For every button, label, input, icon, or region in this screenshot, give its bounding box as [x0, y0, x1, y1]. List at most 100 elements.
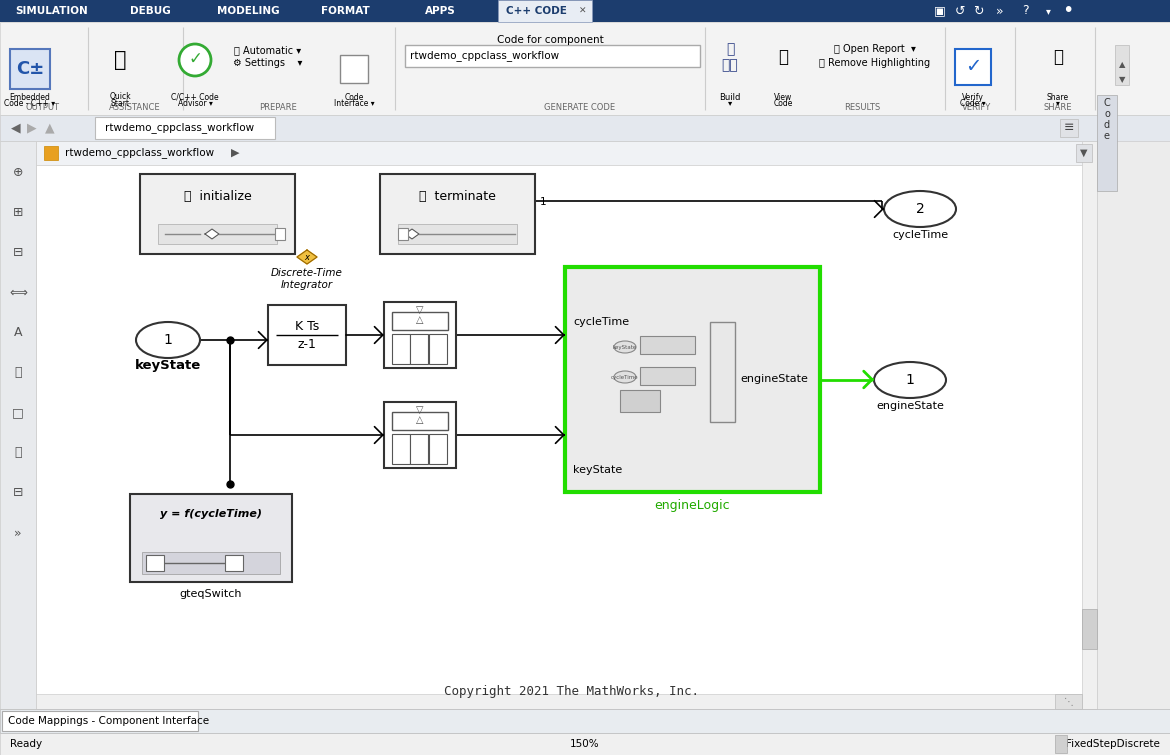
Text: z-1: z-1 — [297, 337, 316, 350]
Text: 2: 2 — [916, 202, 924, 216]
Text: 🔵 Automatic ▾: 🔵 Automatic ▾ — [234, 45, 302, 55]
FancyBboxPatch shape — [565, 267, 820, 492]
Text: 📄 Open Report  ▾: 📄 Open Report ▾ — [834, 44, 916, 54]
FancyBboxPatch shape — [44, 146, 59, 160]
Text: 1: 1 — [164, 333, 172, 347]
FancyBboxPatch shape — [392, 434, 410, 464]
Text: »: » — [996, 5, 1004, 17]
Text: e: e — [1104, 131, 1110, 141]
Text: FORMAT: FORMAT — [321, 6, 370, 16]
Text: ▣: ▣ — [934, 5, 945, 17]
FancyBboxPatch shape — [275, 228, 285, 240]
Text: Start: Start — [110, 98, 130, 107]
Text: Code ▾: Code ▾ — [961, 98, 986, 107]
Text: ⊞: ⊞ — [13, 207, 23, 220]
Text: o: o — [1104, 109, 1110, 119]
FancyBboxPatch shape — [225, 555, 243, 571]
FancyBboxPatch shape — [158, 224, 277, 244]
FancyBboxPatch shape — [0, 141, 36, 709]
Text: rtwdemo_cppclass_workflow: rtwdemo_cppclass_workflow — [66, 147, 214, 159]
Text: rtwdemo_cppclass_workflow: rtwdemo_cppclass_workflow — [410, 51, 559, 61]
Text: ≡: ≡ — [1064, 122, 1074, 134]
FancyBboxPatch shape — [410, 434, 428, 464]
Text: keyState: keyState — [573, 465, 622, 475]
FancyBboxPatch shape — [268, 305, 346, 365]
Text: 🔶 Remove Highlighting: 🔶 Remove Highlighting — [819, 58, 930, 68]
FancyBboxPatch shape — [1060, 119, 1078, 137]
Text: ⊟: ⊟ — [13, 486, 23, 500]
Text: ▶: ▶ — [230, 148, 239, 158]
FancyBboxPatch shape — [140, 174, 295, 254]
FancyBboxPatch shape — [498, 0, 592, 22]
FancyBboxPatch shape — [0, 0, 1170, 22]
FancyBboxPatch shape — [398, 228, 408, 240]
Text: ↻: ↻ — [972, 5, 983, 17]
FancyBboxPatch shape — [0, 733, 1170, 755]
Text: ▾: ▾ — [1057, 98, 1060, 107]
Text: C±: C± — [16, 60, 44, 78]
Text: 📷: 📷 — [14, 446, 22, 460]
Text: Advisor ▾: Advisor ▾ — [178, 98, 213, 107]
Text: ▽: ▽ — [417, 305, 424, 315]
Text: ⟺: ⟺ — [9, 286, 27, 300]
Ellipse shape — [614, 341, 636, 353]
Text: ⚙ Settings    ▾: ⚙ Settings ▾ — [233, 58, 303, 68]
Text: A: A — [14, 326, 22, 340]
Text: ?: ? — [1021, 5, 1028, 17]
Text: Embedded: Embedded — [9, 93, 50, 101]
Ellipse shape — [874, 362, 947, 398]
FancyBboxPatch shape — [1076, 144, 1092, 162]
Text: gteqSwitch: gteqSwitch — [180, 589, 242, 599]
Text: 1: 1 — [906, 373, 915, 387]
Text: 📄: 📄 — [14, 366, 22, 380]
Text: engineState: engineState — [876, 401, 944, 411]
Text: engineState: engineState — [739, 374, 807, 384]
Text: ↺: ↺ — [955, 5, 965, 17]
Ellipse shape — [614, 371, 636, 383]
Text: engineLogic: engineLogic — [655, 500, 730, 513]
Text: APPS: APPS — [425, 6, 455, 16]
FancyBboxPatch shape — [340, 55, 369, 83]
Polygon shape — [205, 229, 219, 239]
FancyBboxPatch shape — [392, 412, 448, 430]
FancyBboxPatch shape — [1082, 141, 1097, 709]
Text: Ready: Ready — [11, 739, 42, 749]
FancyBboxPatch shape — [384, 302, 456, 368]
Text: View: View — [773, 93, 792, 101]
Text: Integrator: Integrator — [281, 280, 333, 290]
FancyBboxPatch shape — [405, 45, 700, 67]
Circle shape — [179, 44, 211, 76]
Text: ⓘ  terminate: ⓘ terminate — [419, 190, 496, 202]
Text: Code: Code — [344, 93, 364, 101]
Text: ◀: ◀ — [12, 122, 21, 134]
FancyBboxPatch shape — [710, 322, 735, 422]
Text: C: C — [1103, 98, 1110, 108]
Ellipse shape — [136, 322, 200, 358]
FancyBboxPatch shape — [410, 334, 428, 364]
FancyBboxPatch shape — [1097, 95, 1117, 191]
FancyBboxPatch shape — [380, 174, 535, 254]
Text: ▲: ▲ — [46, 122, 55, 134]
FancyBboxPatch shape — [11, 49, 50, 89]
Text: K Ts: K Ts — [295, 321, 319, 334]
Text: 🚀: 🚀 — [113, 50, 126, 70]
Text: Copyright 2021 The MathWorks, Inc.: Copyright 2021 The MathWorks, Inc. — [445, 685, 700, 698]
FancyBboxPatch shape — [392, 334, 410, 364]
FancyBboxPatch shape — [0, 115, 1170, 141]
Text: ▲: ▲ — [1119, 60, 1126, 69]
Text: x: x — [304, 252, 310, 261]
Text: ▽: ▽ — [417, 405, 424, 415]
Text: ASSISTANCE: ASSISTANCE — [109, 103, 160, 112]
Text: ▾: ▾ — [1046, 6, 1051, 16]
FancyBboxPatch shape — [130, 494, 292, 582]
FancyBboxPatch shape — [429, 334, 447, 364]
Text: Code Mappings - Component Interface: Code Mappings - Component Interface — [8, 716, 209, 726]
Text: C++ CODE: C++ CODE — [505, 6, 566, 16]
Text: »: » — [14, 526, 22, 540]
Text: SHARE: SHARE — [1044, 103, 1072, 112]
Ellipse shape — [885, 191, 956, 227]
Text: MODELING: MODELING — [216, 6, 280, 16]
Polygon shape — [297, 250, 317, 264]
Text: ⊕: ⊕ — [13, 167, 23, 180]
FancyBboxPatch shape — [95, 117, 275, 139]
